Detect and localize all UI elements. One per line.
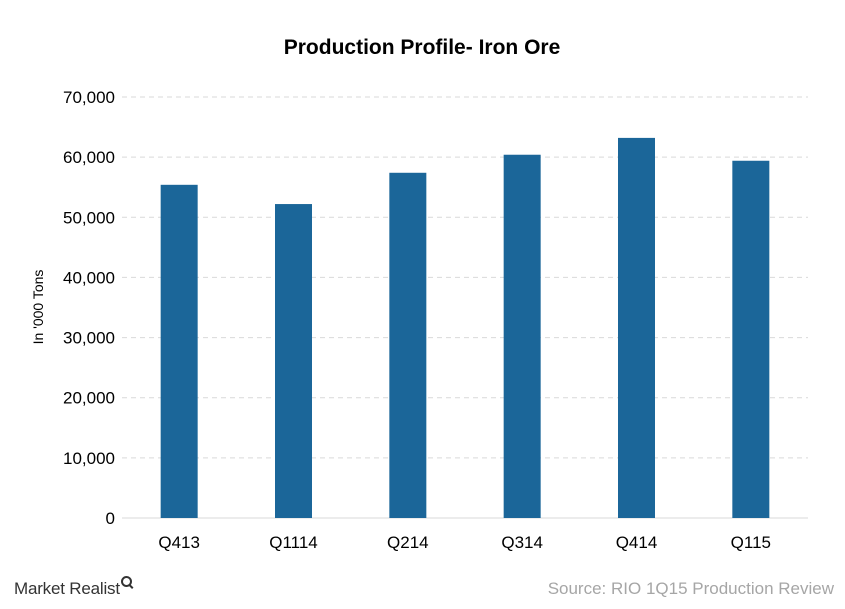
chart-title: Production Profile- Iron Ore xyxy=(284,36,561,59)
x-tick-label: Q1114 xyxy=(269,533,318,552)
brand-name: Market Realist xyxy=(14,579,120,598)
x-tick-label: Q214 xyxy=(387,533,429,552)
bar-q214 xyxy=(389,172,427,518)
source-note: Source: RIO 1Q15 Production Review xyxy=(547,579,834,598)
x-tick-label: Q314 xyxy=(501,533,543,552)
y-tick-label: 30,000 xyxy=(63,329,115,348)
bar-q115 xyxy=(732,160,770,518)
gridlines xyxy=(122,96,808,519)
brand-logo: Market Realist xyxy=(14,576,133,599)
x-tick-label: Q115 xyxy=(731,533,771,552)
x-tick-label: Q414 xyxy=(616,533,658,552)
y-tick-label: 50,000 xyxy=(63,208,115,227)
y-tick-label: 40,000 xyxy=(63,268,115,287)
y-axis-title: In '000 Tons xyxy=(30,270,46,345)
bar-q413 xyxy=(160,184,198,518)
y-tick-labels: 0 10,000 20,000 30,000 40,000 50,000 60,000 70,… xyxy=(63,88,115,528)
x-tick-label: Q413 xyxy=(158,533,200,552)
bar-q414 xyxy=(618,137,655,518)
bar-q1114 xyxy=(275,204,312,518)
y-tick-label: 0 xyxy=(106,509,115,528)
y-tick-label: 70,000 xyxy=(63,88,115,107)
bar-q314 xyxy=(503,154,541,519)
y-tick-label: 20,000 xyxy=(63,389,115,408)
magnifier-icon xyxy=(120,576,133,588)
x-tick-labels: Q413 Q1114 Q214 Q314 Q414 Q115 xyxy=(158,533,771,552)
y-tick-label: 60,000 xyxy=(63,148,115,167)
bars xyxy=(160,137,770,519)
y-tick-label: 10,000 xyxy=(63,449,115,468)
